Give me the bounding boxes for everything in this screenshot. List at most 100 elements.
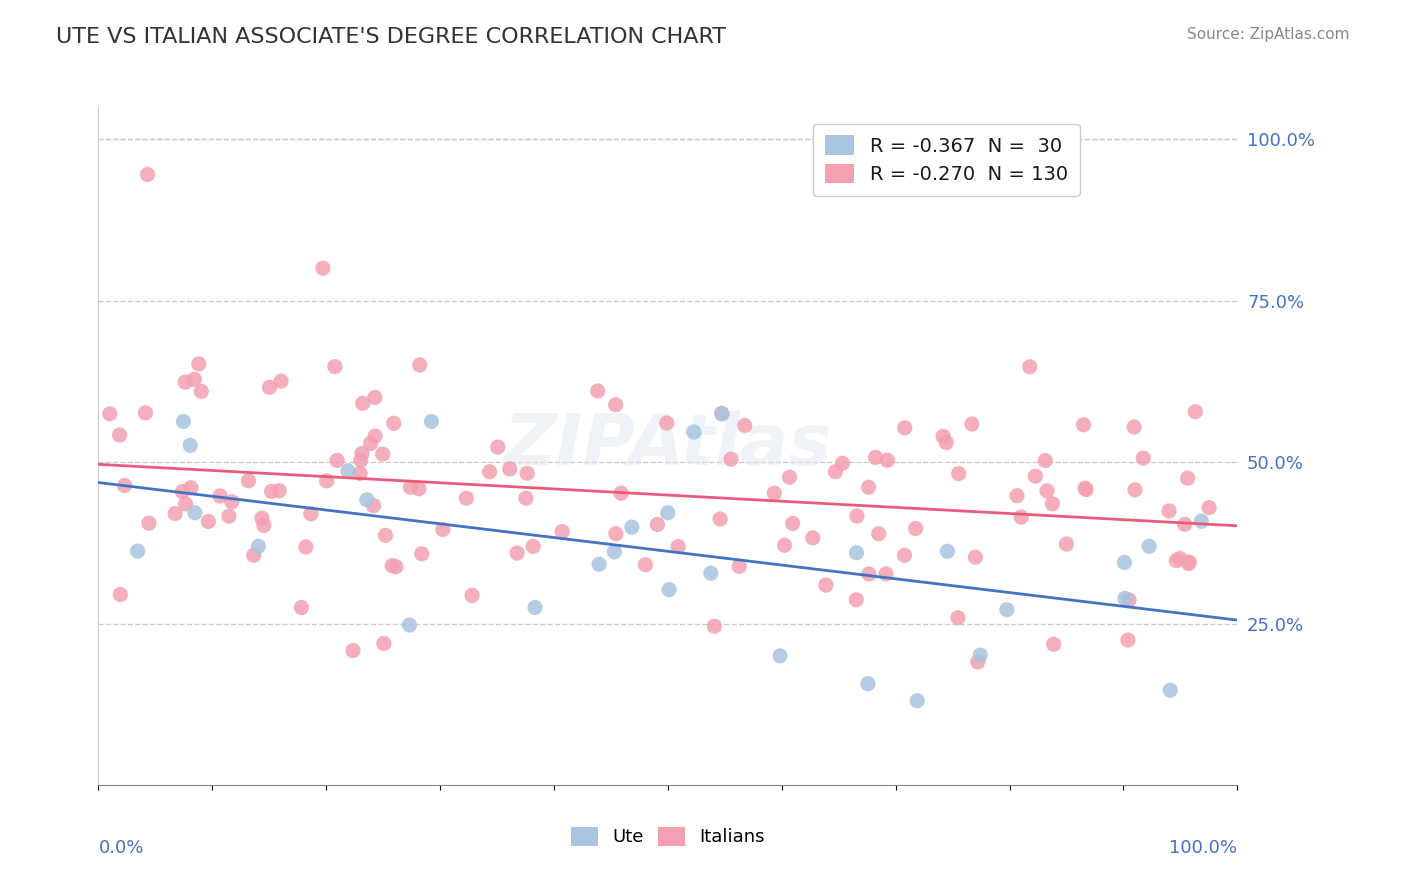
Point	[295, 540, 318, 554]
Point	[411, 547, 433, 561]
Point	[683, 425, 706, 439]
Point	[269, 483, 291, 498]
Point	[1132, 451, 1154, 466]
Point	[893, 421, 915, 435]
Point	[1054, 537, 1077, 551]
Point	[965, 550, 987, 565]
Text: 0.0%: 0.0%	[98, 839, 143, 857]
Point	[710, 407, 733, 421]
Point	[1123, 420, 1146, 434]
Point	[456, 491, 478, 506]
Point	[315, 474, 337, 488]
Point	[1157, 504, 1180, 518]
Point	[720, 452, 742, 467]
Point	[127, 544, 149, 558]
Point	[932, 429, 955, 443]
Point	[1178, 555, 1201, 569]
Point	[801, 531, 824, 545]
Point	[399, 480, 422, 494]
Point	[845, 546, 868, 560]
Point	[165, 507, 187, 521]
Point	[634, 558, 657, 572]
Point	[349, 467, 371, 481]
Point	[946, 610, 969, 624]
Point	[703, 619, 725, 633]
Text: 100.0%: 100.0%	[1170, 839, 1237, 857]
Point	[371, 447, 394, 461]
Point	[221, 494, 243, 508]
Point	[655, 416, 678, 430]
Point	[382, 417, 405, 431]
Point	[270, 374, 292, 388]
Point	[1076, 483, 1098, 497]
Point	[647, 517, 669, 532]
Point	[352, 446, 374, 460]
Point	[172, 414, 194, 428]
Text: UTE VS ITALIAN ASSOCIATE'S DEGREE CORRELATION CHART: UTE VS ITALIAN ASSOCIATE'S DEGREE CORREL…	[56, 27, 727, 46]
Point	[385, 559, 408, 574]
Point	[522, 540, 544, 554]
Point	[1042, 497, 1064, 511]
Point	[499, 462, 522, 476]
Point	[1005, 489, 1028, 503]
Point	[323, 359, 346, 374]
Point	[114, 478, 136, 492]
Point	[486, 440, 509, 454]
Point	[336, 464, 359, 478]
Point	[218, 509, 240, 524]
Point	[360, 436, 382, 450]
Point	[1137, 539, 1160, 553]
Point	[1159, 683, 1181, 698]
Point	[1168, 551, 1191, 566]
Point	[868, 526, 890, 541]
Point	[1189, 514, 1212, 528]
Point	[98, 407, 121, 421]
Point	[356, 492, 378, 507]
Point	[1042, 637, 1064, 651]
Point	[948, 467, 970, 481]
Text: Source: ZipAtlas.com: Source: ZipAtlas.com	[1187, 27, 1350, 42]
Point	[352, 396, 374, 410]
Point	[1184, 405, 1206, 419]
Legend: Ute, Italians: Ute, Italians	[560, 816, 776, 857]
Point	[1198, 500, 1220, 515]
Point	[782, 516, 804, 531]
Point	[364, 390, 387, 404]
Point	[1073, 417, 1095, 432]
Point	[658, 582, 681, 597]
Point	[190, 384, 212, 399]
Point	[138, 516, 160, 530]
Point	[657, 506, 679, 520]
Point	[605, 526, 627, 541]
Point	[1024, 469, 1046, 483]
Point	[172, 484, 194, 499]
Point	[935, 435, 957, 450]
Point	[136, 168, 159, 182]
Point	[398, 618, 420, 632]
Point	[208, 489, 231, 503]
Point	[326, 453, 349, 467]
Point	[763, 486, 786, 500]
Point	[845, 509, 868, 524]
Point	[1010, 510, 1032, 524]
Point	[312, 261, 335, 276]
Point	[773, 538, 796, 552]
Point	[1118, 593, 1140, 607]
Point	[969, 648, 991, 662]
Point	[960, 417, 983, 431]
Point	[174, 375, 197, 389]
Point	[409, 358, 432, 372]
Point	[364, 429, 387, 443]
Point	[620, 520, 643, 534]
Point	[420, 414, 443, 428]
Point	[1033, 453, 1056, 467]
Point	[461, 588, 484, 602]
Point	[905, 694, 928, 708]
Point	[1177, 471, 1199, 485]
Point	[259, 380, 281, 394]
Point	[174, 497, 197, 511]
Point	[516, 467, 538, 481]
Point	[845, 592, 868, 607]
Point	[1166, 553, 1188, 567]
Point	[197, 515, 219, 529]
